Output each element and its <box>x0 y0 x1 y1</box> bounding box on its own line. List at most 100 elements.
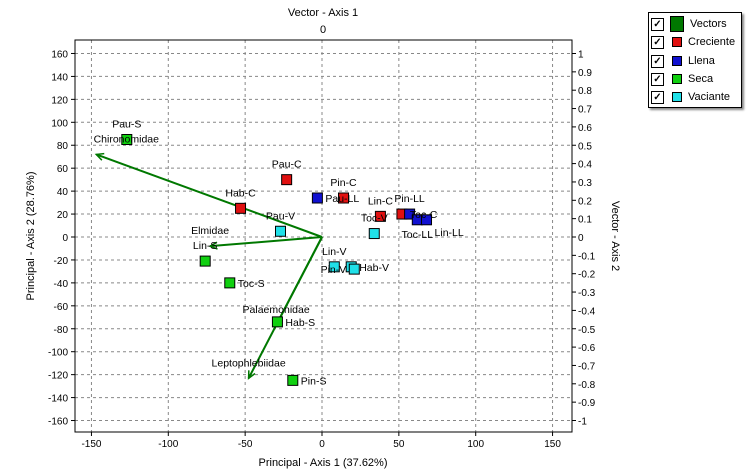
y-tick-label: -20 <box>54 256 69 267</box>
top-axis-title: Vector - Axis 1 <box>288 7 358 19</box>
right-tick-label: -0.1 <box>578 251 596 262</box>
legend-item-vaciante[interactable]: ✓ Vaciante <box>651 89 730 105</box>
data-point <box>348 263 360 275</box>
point-label: Pin-C <box>330 177 357 189</box>
right-tick-label: 0 <box>578 233 584 244</box>
point-label: Pau-V <box>266 210 295 222</box>
y-tick-label: -140 <box>48 394 68 405</box>
arrowhead-icon <box>94 152 105 161</box>
right-axis-title: Vector - Axis 2 <box>609 201 621 271</box>
vector-arrow <box>247 236 323 379</box>
vector-label: Chironomidae <box>94 133 160 145</box>
legend-label: Llena <box>688 55 715 67</box>
right-tick-label: 0.5 <box>578 141 592 152</box>
x-tick-label: 100 <box>467 439 484 450</box>
right-tick-label: 1 <box>578 50 584 61</box>
data-point <box>311 192 323 204</box>
right-tick-label: -0.3 <box>578 288 596 299</box>
y-tick-label: 40 <box>57 187 69 198</box>
data-point <box>271 316 283 328</box>
right-tick-label: -0.9 <box>578 398 596 409</box>
data-point <box>199 255 211 267</box>
legend-swatch <box>672 56 682 66</box>
checkbox-checked-icon[interactable]: ✓ <box>651 17 664 31</box>
legend-label: Vaciante <box>688 91 730 103</box>
right-tick-label: -0.7 <box>578 361 596 372</box>
top-axis-tick: 0 <box>320 24 326 36</box>
right-tick-label: 0.1 <box>578 215 592 226</box>
checkbox-checked-icon[interactable]: ✓ <box>651 35 664 49</box>
data-point <box>281 174 293 186</box>
right-tick-label: 0.6 <box>578 123 592 134</box>
legend-label: Creciente <box>688 36 736 48</box>
grid <box>75 40 572 432</box>
vector-arrow <box>95 153 323 238</box>
data-point <box>404 208 416 220</box>
checkbox-checked-icon[interactable]: ✓ <box>651 72 664 86</box>
right-tick-label: 0.3 <box>578 178 592 189</box>
data-point <box>368 228 380 240</box>
x-axis-title: Principal - Axis 1 (37.62%) <box>259 457 388 469</box>
point-label: Toc-LL <box>402 229 434 241</box>
y-tick-label: 120 <box>51 95 68 106</box>
right-tick-label: 0.4 <box>578 160 592 171</box>
x-tick-label: 0 <box>319 439 325 450</box>
point-label: Lin-V <box>322 246 347 258</box>
point-label: Hab-C <box>225 187 256 199</box>
legend-label: Seca <box>688 73 714 85</box>
point-label: Pau-S <box>112 119 141 131</box>
vector-label: Palaemonidae <box>243 304 310 316</box>
x-tick-label: -50 <box>238 439 253 450</box>
legend: ✓ Vectors ✓ Creciente ✓ Llena ✓ Seca ✓ V… <box>648 12 742 108</box>
right-tick-label: -0.5 <box>578 325 596 336</box>
legend-item-creciente[interactable]: ✓ Creciente <box>651 34 735 50</box>
point-label: Pau-C <box>272 159 302 171</box>
data-point <box>421 214 433 226</box>
y-axis-title: Principal - Axis 2 (28.76%) <box>25 172 37 301</box>
y-tick-label: -160 <box>48 417 68 428</box>
legend-swatch <box>670 16 684 32</box>
x-tick-label: 50 <box>393 439 405 450</box>
point-label: Toc-V <box>361 213 388 225</box>
point-label: Hab-S <box>285 317 315 329</box>
data-point <box>275 225 287 237</box>
point-label: Pin-V <box>321 264 347 276</box>
y-tick-label: 160 <box>51 49 68 60</box>
right-tick-label: 0.2 <box>578 196 592 207</box>
legend-swatch <box>672 92 682 102</box>
plot-frame <box>74 39 573 433</box>
checkbox-checked-icon[interactable]: ✓ <box>651 54 664 68</box>
legend-item-vectors[interactable]: ✓ Vectors <box>651 16 727 32</box>
vector-label: Elmidae <box>191 225 229 237</box>
y-tick-label: -40 <box>54 279 69 290</box>
points <box>121 134 433 386</box>
checkbox-checked-icon[interactable]: ✓ <box>651 90 664 104</box>
data-point <box>338 192 350 204</box>
point-label: Pin-LL <box>394 193 425 205</box>
y-tick-label: 80 <box>57 141 69 152</box>
y-tick-label: -80 <box>54 325 69 336</box>
right-tick-label: 0.9 <box>578 68 592 79</box>
right-tick-label: 0.7 <box>578 105 592 116</box>
arrowhead-icon <box>247 370 256 380</box>
y-tick-label: 60 <box>57 164 69 175</box>
y-tick-label: -60 <box>54 302 69 313</box>
labels: Chironomidae Elmidae Palaemonidae Leptophle… <box>94 119 464 388</box>
y-tick-label: -120 <box>48 371 68 382</box>
data-point <box>374 210 386 222</box>
data-point <box>287 374 299 386</box>
legend-item-seca[interactable]: ✓ Seca <box>651 71 713 87</box>
ticks: -150 -100 -50 0 50 100 15016014012010080604020… <box>48 49 596 450</box>
point-label: Pin-S <box>301 375 327 387</box>
point-label: Pau-LL <box>325 193 359 205</box>
legend-label: Vectors <box>690 18 727 30</box>
legend-item-llena[interactable]: ✓ Llena <box>651 53 715 69</box>
right-tick-label: -0.4 <box>578 306 596 317</box>
point-label: Hab-V <box>359 262 389 274</box>
data-point <box>224 277 236 289</box>
y-tick-label: 100 <box>51 118 68 129</box>
data-point <box>121 134 133 146</box>
x-tick-label: -100 <box>158 439 178 450</box>
x-tick-label: -150 <box>81 439 101 450</box>
data-point <box>235 202 247 214</box>
